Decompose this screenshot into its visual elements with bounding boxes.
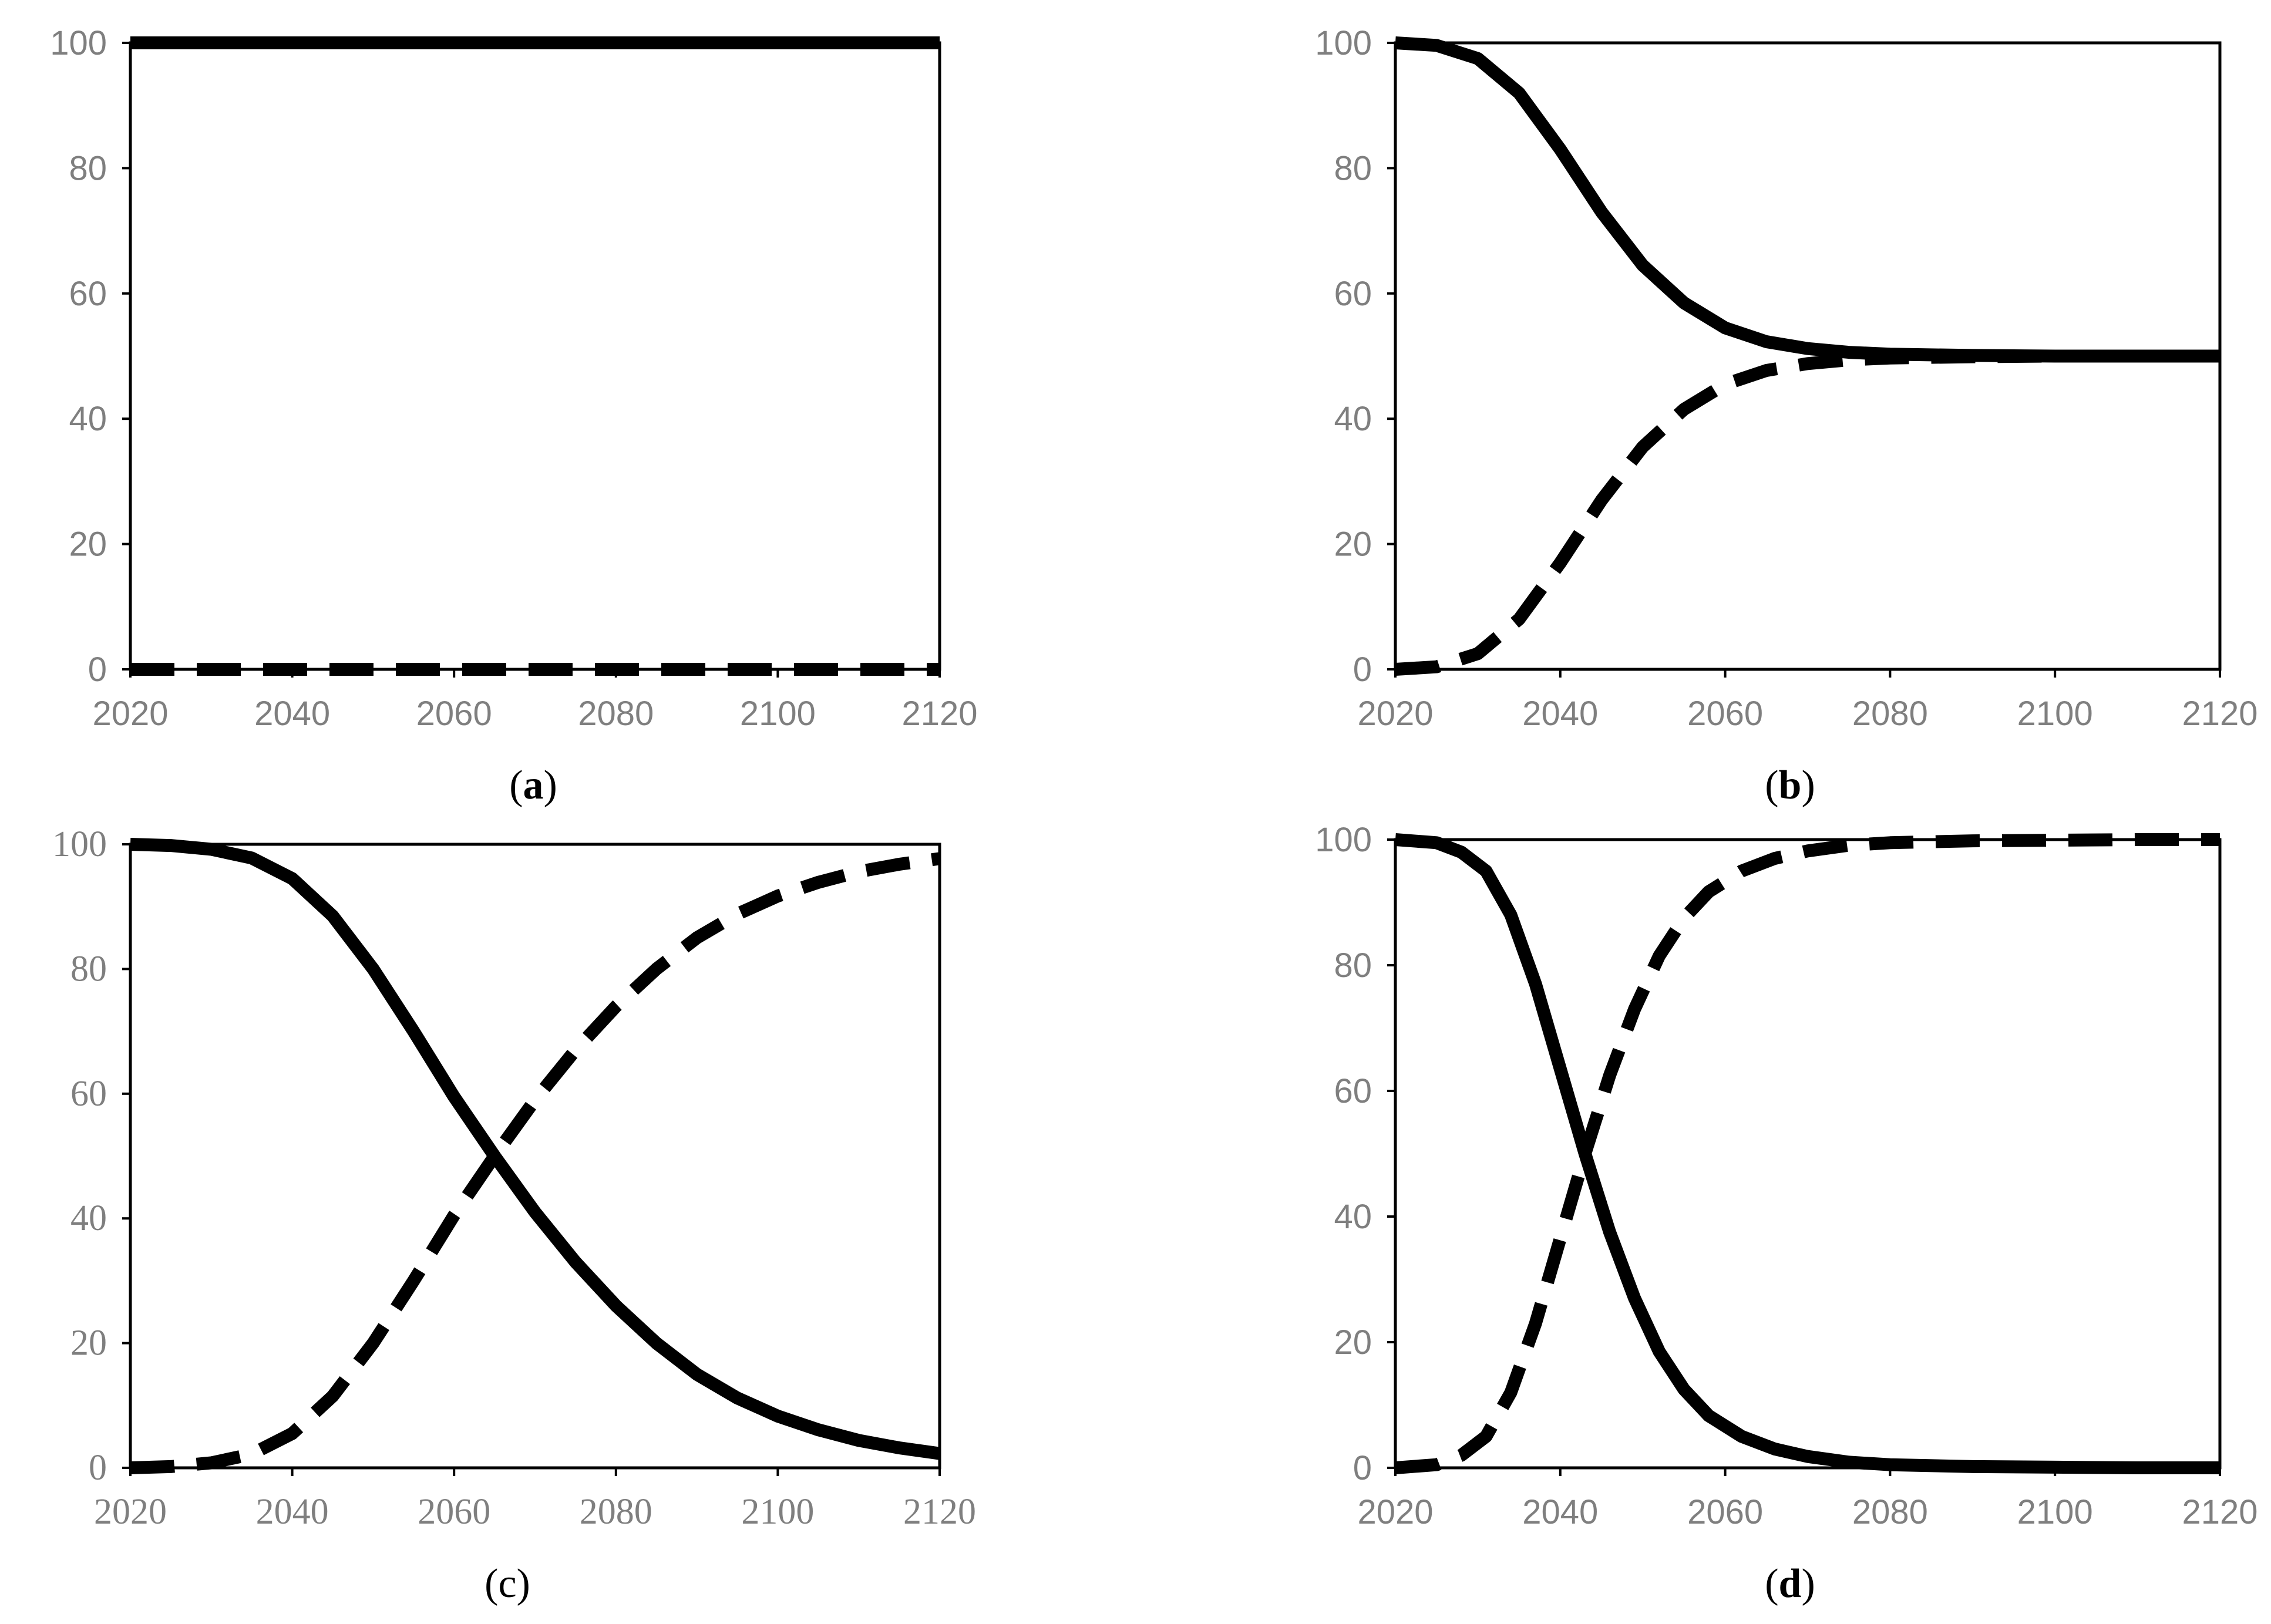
x-tick-label: 2040: [256, 1492, 329, 1532]
x-tick-label: 2040: [1522, 1493, 1598, 1531]
x-tick-label: 2120: [2182, 1493, 2257, 1531]
plot-frame-b: [1394, 41, 2222, 671]
y-tick-label: 80: [70, 949, 107, 989]
x-tick-label: 2080: [580, 1492, 652, 1532]
panel-label-d: (d): [1765, 1561, 1815, 1606]
panel-label-open: (: [1765, 763, 1778, 808]
x-tick-label: 2060: [416, 695, 492, 733]
x-tick-label: 2060: [418, 1492, 490, 1532]
x-tick-label: 2020: [94, 1492, 167, 1532]
panel-label-close: ): [1801, 763, 1815, 808]
x-tick-label: 2060: [1687, 695, 1763, 733]
y-tick-label: 0: [1353, 1449, 1372, 1487]
y-tick-label: 100: [50, 24, 107, 62]
x-tick-label: 2100: [741, 1492, 814, 1532]
panel-label-close: ): [544, 763, 557, 808]
series-line-d-solid: [1395, 833, 2220, 1474]
x-tick-label: 2020: [1357, 1493, 1433, 1531]
y-tick-label: 40: [1334, 400, 1372, 438]
series-line-d-dashed: [1395, 833, 2220, 1474]
y-tick-label: 80: [1334, 149, 1372, 187]
y-tick-label: 40: [69, 400, 107, 438]
plot-frame-c: [129, 843, 941, 1470]
y-tick-label: 20: [69, 525, 107, 564]
series-layer-b: [1395, 36, 2220, 676]
x-tick-label: 2080: [578, 695, 654, 733]
series-layer-d: [1395, 833, 2220, 1474]
x-tick-label: 2020: [92, 695, 168, 733]
x-tick-label: 2080: [1852, 695, 1928, 733]
series-layer-a: [130, 36, 940, 676]
x-tick-label: 2120: [2182, 695, 2257, 733]
x-tick-label: 2100: [740, 695, 816, 733]
plot-frame-d: [1394, 838, 2222, 1470]
y-tick-label: 40: [1334, 1198, 1372, 1236]
y-tick-label: 20: [70, 1323, 107, 1363]
x-tick-label: 2120: [903, 1492, 976, 1532]
series-line-c-dashed: [130, 852, 941, 1474]
x-tick-label: 2020: [1357, 695, 1433, 733]
y-tick-label: 0: [88, 651, 107, 689]
y-tick-label: 40: [70, 1198, 107, 1238]
panel-label-letter: b: [1779, 763, 1802, 808]
panel-label-close: ): [1801, 1561, 1815, 1606]
x-tick-label: 2060: [1687, 1493, 1763, 1531]
x-tick-label: 2040: [254, 695, 330, 733]
series-layer-c: [130, 838, 941, 1474]
panel-label-open: (: [509, 763, 523, 808]
series-line-c-solid: [130, 838, 941, 1460]
x-tick-label: 2120: [901, 695, 977, 733]
y-tick-label: 0: [89, 1448, 107, 1488]
x-tick-label: 2100: [2017, 695, 2093, 733]
panel-label-b: (b): [1765, 763, 1815, 808]
y-tick-label: 0: [1353, 651, 1372, 689]
panel-label-letter: d: [1779, 1561, 1802, 1606]
panel-label-open: (: [1765, 1561, 1778, 1606]
panel-label-c: (c): [485, 1561, 530, 1606]
series-line-b-solid: [1395, 36, 2220, 363]
y-tick-label: 80: [69, 149, 107, 187]
panel-label-letter: a: [523, 763, 544, 808]
series-line-b-dashed: [1395, 349, 2220, 676]
panel-label-a: (a): [509, 763, 557, 808]
y-tick-label: 20: [1334, 1323, 1372, 1362]
y-tick-label: 20: [1334, 525, 1372, 564]
x-tick-label: 2100: [2017, 1493, 2093, 1531]
plot-frame-a: [129, 41, 941, 671]
y-tick-label: 80: [1334, 946, 1372, 985]
y-tick-label: 100: [1315, 24, 1372, 62]
x-tick-label: 2040: [1522, 695, 1598, 733]
panel-label-open: (: [485, 1561, 498, 1606]
panel-label-close: ): [517, 1561, 530, 1606]
y-tick-label: 60: [69, 275, 107, 313]
y-tick-label: 60: [1334, 1072, 1372, 1110]
y-tick-label: 100: [52, 824, 107, 864]
x-tick-label: 2080: [1852, 1493, 1928, 1531]
y-tick-label: 60: [1334, 275, 1372, 313]
y-tick-label: 60: [70, 1074, 107, 1114]
y-tick-label: 100: [1315, 821, 1372, 859]
panel-label-letter: c: [498, 1561, 516, 1606]
